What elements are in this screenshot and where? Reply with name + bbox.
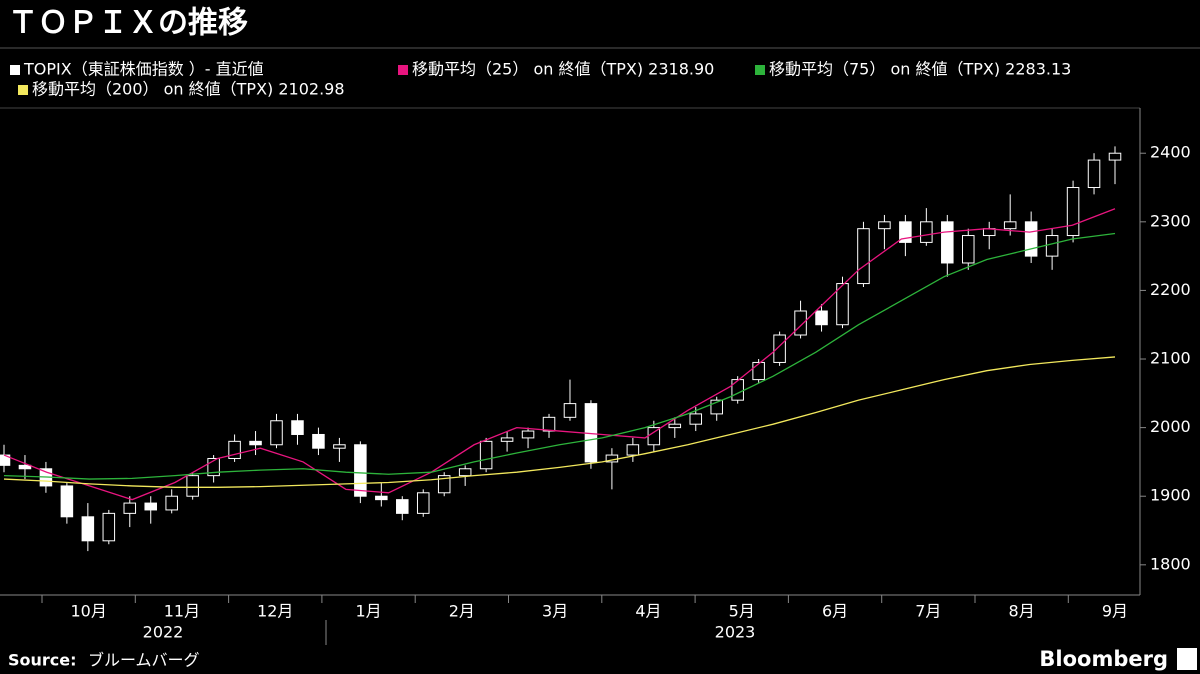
- y-tick-label: 2100: [1150, 349, 1191, 368]
- x-tick-label: 1月: [355, 602, 381, 621]
- candle-body: [899, 221, 912, 243]
- candle-body: [60, 485, 74, 518]
- candle-body: [521, 430, 535, 439]
- legend-label: TOPIX（東証株価指数 ）- 直近値: [23, 60, 264, 79]
- y-tick-label: 1800: [1150, 554, 1191, 573]
- x-tick-label: 10月: [70, 602, 106, 621]
- candle-body: [1024, 221, 1038, 257]
- x-tick-label: 4月: [635, 602, 661, 621]
- candle-body: [228, 440, 241, 459]
- x-tick-label: 9月: [1102, 602, 1128, 621]
- candle-body: [1087, 159, 1101, 189]
- candle-body: [479, 440, 493, 470]
- candle-body: [165, 495, 178, 511]
- candle-body: [144, 502, 158, 511]
- source: ブルームバーグ: [88, 651, 200, 670]
- candle-body: [794, 310, 807, 336]
- candle-body: [878, 221, 891, 230]
- candle-body: [500, 437, 514, 442]
- candle-body: [752, 361, 765, 381]
- candle-body: [375, 495, 388, 501]
- candle-body: [689, 413, 703, 425]
- legend-swatch: [755, 65, 765, 75]
- candle-body: [731, 379, 744, 401]
- candle-body: [291, 420, 304, 435]
- x-tick-label: 2月: [449, 602, 475, 621]
- y-tick-label: 2000: [1150, 417, 1191, 436]
- candle-body: [270, 420, 283, 446]
- candle-body: [249, 440, 262, 446]
- candle-body: [920, 221, 933, 243]
- candle-body: [102, 512, 116, 542]
- candle-body: [941, 221, 954, 264]
- x-tick-label: 3月: [542, 602, 568, 621]
- year-label: 2022: [143, 623, 184, 642]
- candle-body: [18, 464, 32, 470]
- candle-body: [333, 444, 346, 449]
- candle-body: [961, 235, 975, 264]
- candle-body: [542, 416, 556, 432]
- legend-swatch: [18, 85, 28, 95]
- candle-body: [668, 423, 682, 429]
- candle-body: [836, 283, 849, 326]
- y-tick-label: 2400: [1150, 143, 1191, 162]
- candle-body: [1045, 235, 1059, 257]
- candle-body: [1003, 221, 1017, 230]
- y-tick-label: 1900: [1150, 486, 1191, 505]
- chart-title: ＴＯＰＩＸの推移: [8, 6, 248, 41]
- x-tick-label: 6月: [822, 602, 848, 621]
- x-tick-label: 8月: [1009, 602, 1035, 621]
- candle-body: [563, 403, 577, 418]
- year-label: 2023: [715, 623, 756, 642]
- candle-body: [1066, 187, 1080, 237]
- x-tick-label: 7月: [915, 602, 941, 621]
- candle-body: [207, 457, 220, 477]
- candle-body: [312, 433, 325, 449]
- candle-body: [186, 475, 199, 497]
- source-label: Source:: [8, 651, 77, 670]
- legend-label: 移動平均（25） on 終値（TPX) 2318.90: [412, 60, 714, 79]
- brand: Bloomberg: [1039, 647, 1168, 671]
- legend-label: 移動平均（75） on 終値（TPX) 2283.13: [769, 60, 1071, 79]
- legend-label: 移動平均（200） on 終値（TPX) 2102.98: [32, 80, 345, 99]
- candle-body: [710, 399, 723, 415]
- candle-body: [437, 475, 451, 494]
- candle-body: [81, 516, 95, 542]
- candle-body: [626, 444, 640, 456]
- candle-body: [458, 468, 472, 477]
- x-tick-label: 12月: [257, 602, 293, 621]
- x-tick-label: 5月: [729, 602, 755, 621]
- candle-body: [857, 228, 870, 285]
- candle-body: [1108, 152, 1122, 161]
- candle-body: [354, 444, 367, 497]
- y-tick-label: 2200: [1150, 280, 1191, 299]
- candle-body: [416, 492, 430, 514]
- candle-body: [396, 499, 409, 514]
- ma-line: [3, 356, 1116, 488]
- legend-swatch: [398, 65, 408, 75]
- candle-body: [773, 334, 786, 363]
- brand-icon: [1177, 648, 1197, 670]
- candle-body: [123, 502, 137, 514]
- candle-body: [815, 310, 828, 326]
- legend-swatch: [10, 65, 20, 75]
- ma-line: [3, 232, 1116, 480]
- x-tick-label: 11月: [164, 602, 200, 621]
- y-tick-label: 2300: [1150, 211, 1191, 230]
